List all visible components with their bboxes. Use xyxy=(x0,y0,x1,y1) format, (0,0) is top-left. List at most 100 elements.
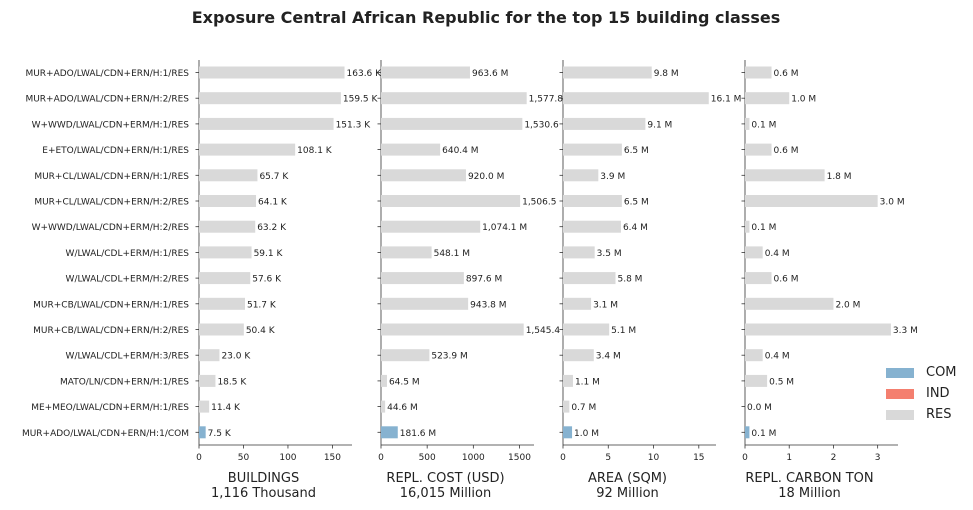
bar xyxy=(563,66,652,79)
data-label: 3.5 M xyxy=(597,249,622,259)
bar xyxy=(563,143,622,156)
x-tick-label: 10 xyxy=(648,453,660,463)
data-label: 163.6 K xyxy=(347,69,383,79)
category-label: MUR+ADO/LWAL/CDN+ERN/H:1/RES xyxy=(25,69,189,79)
x-tick-label: 5 xyxy=(605,453,611,463)
x-tick-label: 2 xyxy=(831,453,837,463)
x-tick-label: 1500 xyxy=(508,453,531,463)
bar xyxy=(563,297,592,310)
data-label: 44.6 M xyxy=(387,403,418,413)
bar xyxy=(199,220,256,233)
data-label: 181.6 M xyxy=(400,429,436,439)
bar xyxy=(199,297,245,310)
category-label: MUR+ADO/LWAL/CDN+ERN/H:2/RES xyxy=(25,95,189,105)
x-tick-label: 150 xyxy=(324,453,341,463)
data-label: 1,530.6 xyxy=(524,120,559,130)
x-tick-label: 15 xyxy=(693,453,704,463)
category-label: MUR+CL/LWAL/CDN+ERN/H:2/RES xyxy=(34,198,189,208)
chart-title: Exposure Central African Republic for th… xyxy=(191,8,781,27)
data-label: 6.5 M xyxy=(624,146,649,156)
data-label: 0.4 M xyxy=(765,352,790,362)
bar xyxy=(381,374,387,387)
data-label: 3.0 M xyxy=(880,198,905,208)
bar xyxy=(199,426,206,439)
data-label: 523.9 M xyxy=(431,352,467,362)
data-label: 57.6 K xyxy=(252,275,282,285)
data-label: 1.0 M xyxy=(791,95,816,105)
bar xyxy=(563,349,594,362)
data-label: 0.6 M xyxy=(774,146,799,156)
data-label: 51.7 K xyxy=(247,300,277,310)
bar xyxy=(199,323,244,336)
bar xyxy=(381,272,464,285)
legend-item: IND xyxy=(886,383,957,404)
bar xyxy=(745,374,768,387)
bar xyxy=(199,143,296,156)
data-label: 1.1 M xyxy=(575,377,600,387)
legend-swatch xyxy=(886,409,914,420)
data-label: 23.0 K xyxy=(221,352,251,362)
bar xyxy=(745,323,891,336)
category-label: W/LWAL/CDL+ERM/H:3/RES xyxy=(66,352,190,362)
data-label: 3.1 M xyxy=(593,300,618,310)
bar xyxy=(381,92,527,105)
legend-label: COM xyxy=(926,365,957,380)
bar xyxy=(745,349,763,362)
bar xyxy=(381,169,466,182)
data-label: 18.5 K xyxy=(217,377,247,387)
data-label: 59.1 K xyxy=(254,249,284,259)
bar xyxy=(563,220,621,233)
data-label: 5.1 M xyxy=(611,326,636,336)
data-label: 640.4 M xyxy=(442,146,478,156)
panel-total: 1,116 Thousand xyxy=(211,486,316,501)
data-label: 548.1 M xyxy=(434,249,470,259)
bar xyxy=(563,426,573,439)
x-tick-label: 0 xyxy=(560,453,566,463)
data-label: 0.1 M xyxy=(751,120,776,130)
x-tick-label: 0 xyxy=(196,453,202,463)
legend-label: RES xyxy=(926,407,952,422)
data-label: 0.1 M xyxy=(751,223,776,233)
x-axis-label: REPL. COST (USD) xyxy=(386,471,504,486)
bar xyxy=(381,195,521,207)
bar xyxy=(745,272,772,285)
bar xyxy=(745,246,763,259)
data-label: 159.5 K xyxy=(343,95,379,105)
bar xyxy=(745,297,834,310)
bar xyxy=(563,246,595,259)
data-label: 63.2 K xyxy=(257,223,287,233)
legend-item: COM xyxy=(886,362,957,383)
bar xyxy=(199,349,220,362)
bar xyxy=(563,374,573,387)
data-label: 0.0 M xyxy=(747,403,772,413)
legend-swatch xyxy=(886,367,914,378)
category-label: W+WWD/LWAL/CDN+ERM/H:2/RES xyxy=(32,223,190,233)
data-label: 1,545.4 xyxy=(526,326,561,336)
category-label: MUR+CB/LWAL/CDN+ERN/H:1/RES xyxy=(33,300,189,310)
bar xyxy=(745,220,750,233)
data-label: 920.0 M xyxy=(468,172,504,182)
bar xyxy=(381,143,441,156)
data-label: 0.6 M xyxy=(774,69,799,79)
data-label: 0.7 M xyxy=(571,403,596,413)
data-label: 65.7 K xyxy=(259,172,289,182)
bar xyxy=(199,195,257,207)
x-axis-label: REPL. CARBON TON xyxy=(745,471,873,486)
x-axis-label: BUILDINGS xyxy=(228,471,299,486)
bar xyxy=(381,297,469,310)
legend: COM IND RES xyxy=(886,362,957,425)
data-label: 6.5 M xyxy=(624,198,649,208)
data-label: 151.3 K xyxy=(336,120,372,130)
bar xyxy=(199,374,216,387)
data-label: 11.4 K xyxy=(211,403,241,413)
panel-total: 92 Million xyxy=(596,486,659,501)
bar xyxy=(563,400,570,413)
bar xyxy=(199,246,252,259)
data-label: 6.4 M xyxy=(623,223,648,233)
category-label: W+WWD/LWAL/CDN+ERM/H:1/RES xyxy=(32,120,190,130)
bar xyxy=(745,426,750,439)
data-label: 963.6 M xyxy=(472,69,508,79)
legend-swatch xyxy=(886,388,914,399)
bar xyxy=(199,92,341,105)
data-label: 9.8 M xyxy=(654,69,679,79)
